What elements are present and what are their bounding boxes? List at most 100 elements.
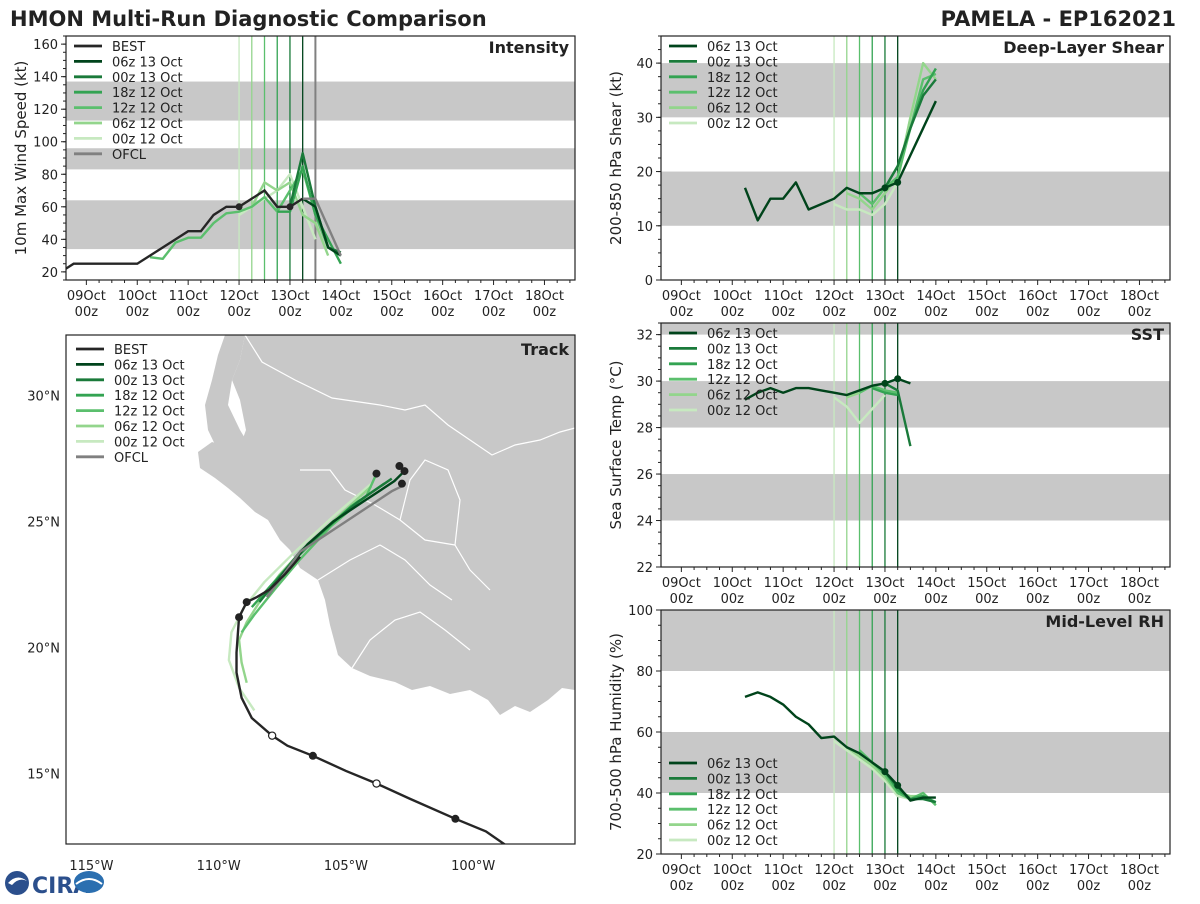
sst-xtick-sublabel: 00z xyxy=(771,592,795,607)
shear-xtick-sublabel: 00z xyxy=(975,305,999,320)
cira-logo-globe-icon xyxy=(5,871,29,895)
intensity-ylabel: 10m Max Wind Speed (kt) xyxy=(12,61,30,256)
intensity-legend-label: 00z 12 Oct xyxy=(112,132,183,147)
rh-ylabel: 700-500 hPa Humidity (%) xyxy=(607,633,625,831)
sst-xtick-label: 09Oct xyxy=(662,576,701,591)
sst-xtick-sublabel: 00z xyxy=(873,592,897,607)
shear-series-line xyxy=(743,100,937,222)
sst-plot-area xyxy=(661,323,1170,567)
sst-shade-band xyxy=(661,474,1170,521)
rh-plot-area xyxy=(661,610,1170,854)
intensity-xtick-sublabel: 00z xyxy=(227,305,251,320)
track-panel: 115°W 110°W 105°W 100°W 15°N 20°N 25°N 30°N Trac… xyxy=(27,334,576,874)
sst-ytick-label: 32 xyxy=(636,329,653,344)
rh-xtick-sublabel: 00z xyxy=(822,879,846,894)
rh-legend-label: 06z 12 Oct xyxy=(707,819,778,834)
intensity-legend-label: 06z 13 Oct xyxy=(112,55,183,70)
sst-frame xyxy=(660,322,1171,568)
shear-ylabel: 200-850 hPa Shear (kt) xyxy=(607,71,625,245)
track-best-open-marker xyxy=(267,731,277,740)
track-map-area xyxy=(66,335,575,844)
rh-shade-band xyxy=(661,732,1170,793)
sst-legend-label: 18z 12 Oct xyxy=(707,358,778,373)
sst-ytick-label: 30 xyxy=(636,375,653,390)
sst-panel: 22242628303209Oct00z10Oct00z11Oct00z12Oc… xyxy=(607,322,1171,607)
intensity-ytick-label: 40 xyxy=(41,233,58,248)
sst-ytick-label: 24 xyxy=(636,515,653,530)
sst-xtick-label: 12Oct xyxy=(815,576,854,591)
mexico-land xyxy=(198,335,575,715)
shear-series-line xyxy=(858,72,937,206)
intensity-xtick-label: 11Oct xyxy=(169,289,208,304)
sst-xtick-label: 17Oct xyxy=(1069,576,1108,591)
rh-xtick-label: 10Oct xyxy=(713,863,752,878)
sst-xtick-label: 18Oct xyxy=(1120,576,1159,591)
track-series-marker xyxy=(372,469,381,478)
rh-xtick-label: 18Oct xyxy=(1120,863,1159,878)
intensity-xtick-label: 12Oct xyxy=(220,289,259,304)
shear-ytick-label: 10 xyxy=(636,220,653,235)
sst-series-marker xyxy=(894,375,902,383)
cira-logo-wave-icon xyxy=(75,878,103,885)
state-border-line xyxy=(351,611,471,669)
intensity-panel: 2040608010012014016009Oct00z10Oct00z11Oc… xyxy=(12,35,576,320)
shear-ytick-label: 0 xyxy=(645,274,653,289)
shear-xtick-sublabel: 00z xyxy=(1077,305,1101,320)
rh-ytick-label: 80 xyxy=(636,665,653,680)
shear-xtick-label: 13Oct xyxy=(865,289,904,304)
sst-xtick-label: 14Oct xyxy=(916,576,955,591)
sst-xtick-sublabel: 00z xyxy=(670,592,694,607)
track-best-line xyxy=(235,555,507,844)
intensity-legend-label: 00z 13 Oct xyxy=(112,71,183,86)
sst-xtick-label: 13Oct xyxy=(865,576,904,591)
shear-series-marker xyxy=(894,178,902,186)
sst-xtick-sublabel: 00z xyxy=(1026,592,1050,607)
intensity-xtick-label: 09Oct xyxy=(67,289,106,304)
intensity-xtick-label: 13Oct xyxy=(270,289,309,304)
shear-legend-label: 00z 13 Oct xyxy=(707,55,778,70)
rh-series-line xyxy=(846,746,924,798)
sst-xtick-sublabel: 00z xyxy=(975,592,999,607)
shear-xtick-label: 16Oct xyxy=(1018,289,1057,304)
cira-logo-swirl-icon xyxy=(8,877,27,885)
intensity-series-line xyxy=(277,164,342,265)
intensity-xtick-label: 17Oct xyxy=(474,289,513,304)
intensity-xtick-label: 10Oct xyxy=(118,289,157,304)
rh-xtick-label: 12Oct xyxy=(815,863,854,878)
rh-xtick-label: 13Oct xyxy=(865,863,904,878)
sst-series-marker xyxy=(881,379,889,387)
rh-title: Mid-Level RH xyxy=(1045,612,1164,631)
intensity-series-line xyxy=(250,181,330,257)
shear-ytick-label: 20 xyxy=(636,166,653,181)
track-legend-label: 06z 13 Oct xyxy=(114,358,185,373)
track-ofcl-marker xyxy=(397,479,406,488)
shear-title: Deep-Layer Shear xyxy=(1003,38,1164,57)
shear-xtick-label: 10Oct xyxy=(713,289,752,304)
state-border-line xyxy=(300,469,456,546)
rh-series-marker xyxy=(894,781,902,789)
rh-xtick-sublabel: 00z xyxy=(1077,879,1101,894)
track-xtick-label: 105°W xyxy=(324,859,368,874)
sst-ytick-label: 22 xyxy=(636,561,653,576)
shear-series-marker xyxy=(881,184,889,192)
shear-ytick-label: 40 xyxy=(636,57,653,72)
track-ytick-label: 20°N xyxy=(27,641,60,656)
shear-legend-label: 12z 12 Oct xyxy=(707,86,778,101)
shear-legend-label: 06z 12 Oct xyxy=(707,102,778,117)
intensity-series-line xyxy=(149,168,330,261)
track-best-marker xyxy=(235,613,244,622)
track-xtick-label: 115°W xyxy=(69,859,113,874)
track-title: Track xyxy=(521,340,569,359)
intensity-ytick-label: 60 xyxy=(41,201,58,216)
track-legend-label: 00z 13 Oct xyxy=(114,374,185,389)
shear-xtick-label: 11Oct xyxy=(764,289,803,304)
intensity-legend-label: OFCL xyxy=(112,148,147,163)
rh-series-marker xyxy=(881,768,889,776)
rh-xtick-label: 16Oct xyxy=(1018,863,1057,878)
rh-xtick-sublabel: 00z xyxy=(1026,879,1050,894)
storm-title: PAMELA - EP162021 xyxy=(941,7,1176,31)
shear-xtick-sublabel: 00z xyxy=(721,305,745,320)
sst-series-line xyxy=(884,382,912,447)
rh-xtick-label: 11Oct xyxy=(764,863,803,878)
